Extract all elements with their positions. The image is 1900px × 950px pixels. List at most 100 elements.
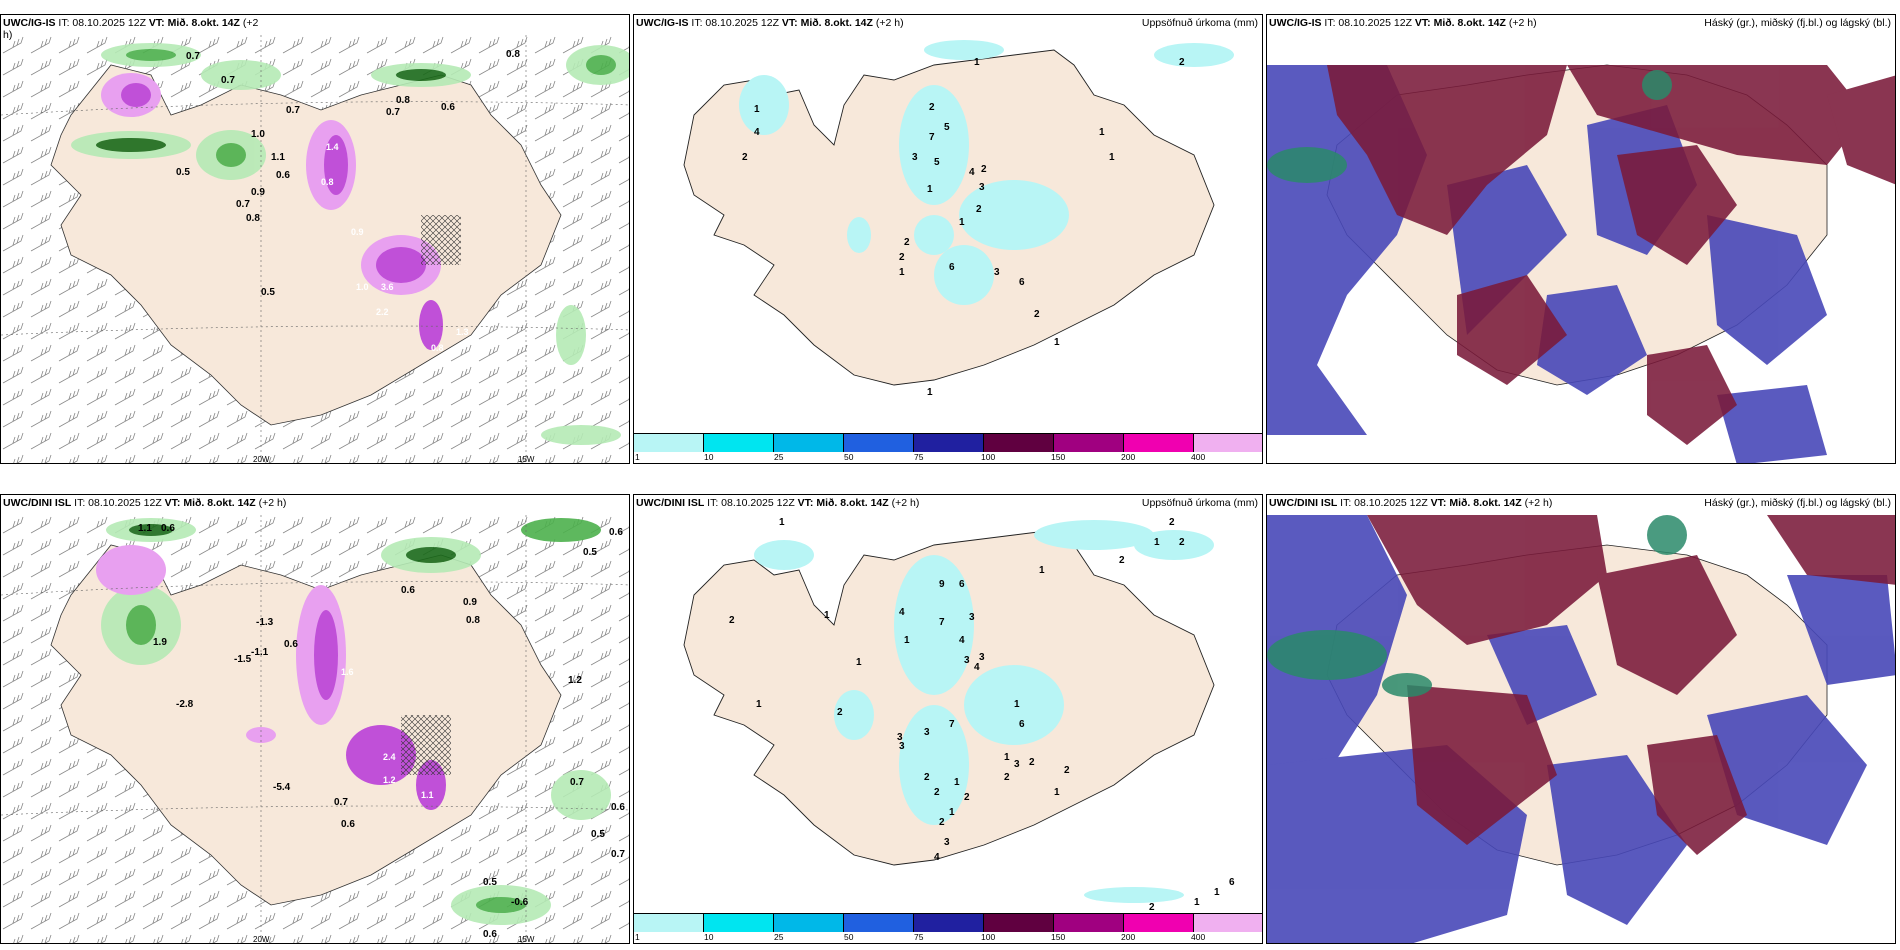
cb-cell — [984, 434, 1054, 452]
svg-text:1: 1 — [959, 217, 965, 228]
iceland-land — [683, 49, 1215, 386]
svg-text:-2.8: -2.8 — [176, 699, 194, 710]
svg-text:7: 7 — [929, 132, 935, 143]
svg-text:-0.6: -0.6 — [511, 897, 529, 908]
svg-text:0.5: 0.5 — [176, 167, 190, 178]
svg-text:0.6: 0.6 — [401, 585, 415, 596]
svg-text:1.1: 1.1 — [138, 523, 152, 534]
cloud-cover-map — [1267, 515, 1895, 943]
svg-text:1: 1 — [899, 267, 905, 278]
svg-text:3: 3 — [912, 152, 918, 163]
svg-text:2: 2 — [904, 237, 910, 248]
cb-cell — [704, 434, 774, 452]
cb-cell — [1054, 434, 1124, 452]
svg-text:0.6: 0.6 — [609, 527, 623, 538]
panel-bottom-right: UWC/DINI ISL IT: 08.10.2025 12Z VT: Mið.… — [1266, 494, 1896, 944]
cb-label: 200 — [1121, 452, 1136, 462]
svg-text:1: 1 — [756, 699, 762, 710]
svg-text:2: 2 — [976, 204, 982, 215]
svg-text:3: 3 — [897, 732, 903, 743]
svg-text:1: 1 — [824, 610, 830, 621]
svg-text:0.7: 0.7 — [334, 797, 348, 808]
svg-text:1: 1 — [1004, 752, 1010, 763]
value-labels: 0.7 0.7 0.7 0.7 1.0 0.8 1.1 0.6 0.9 0.7 … — [176, 49, 520, 353]
svg-text:1: 1 — [1099, 127, 1105, 138]
svg-text:1: 1 — [754, 104, 760, 115]
cb-cell — [984, 914, 1054, 932]
svg-text:2: 2 — [939, 817, 945, 828]
svg-text:0.9: 0.9 — [463, 597, 477, 608]
svg-text:1.2: 1.2 — [568, 675, 582, 686]
svg-text:4: 4 — [969, 167, 975, 178]
svg-text:2: 2 — [1034, 309, 1040, 320]
cb-label: 100 — [981, 452, 996, 462]
svg-text:2: 2 — [729, 615, 735, 626]
svg-text:4: 4 — [754, 127, 760, 138]
svg-text:0.8: 0.8 — [321, 177, 334, 187]
svg-text:2: 2 — [1179, 537, 1185, 548]
svg-text:1.4: 1.4 — [326, 142, 339, 152]
svg-text:2: 2 — [1004, 772, 1010, 783]
svg-text:3: 3 — [944, 837, 950, 848]
heavy-precip — [101, 73, 461, 350]
svg-text:0.5: 0.5 — [483, 877, 497, 888]
cloud-cover-map — [1267, 35, 1895, 463]
cb-cell — [844, 914, 914, 932]
cb-cell — [1124, 434, 1194, 452]
svg-text:0.9: 0.9 — [351, 227, 364, 237]
precip-accum-map: 2 1 1 1 4 7 5 2 3 5 4 2 3 2 1 2 1 6 3 6 … — [683, 40, 1234, 398]
cb-cell — [1194, 434, 1262, 452]
svg-text:6: 6 — [1019, 719, 1025, 730]
svg-text:2: 2 — [1119, 555, 1125, 566]
precip-areas — [754, 520, 1214, 903]
svg-text:1.3: 1.3 — [456, 327, 469, 337]
value-labels: 1 2 2 1 2 1 9 6 7 4 3 4 3 1 3 4 7 3 3 2 … — [729, 517, 1235, 913]
lon-label: 15W — [518, 935, 535, 944]
cb-cell — [774, 434, 844, 452]
svg-text:3.6: 3.6 — [381, 282, 394, 292]
svg-text:1.1: 1.1 — [271, 152, 285, 163]
cb-label: 25 — [774, 932, 784, 942]
svg-text:6: 6 — [1229, 877, 1235, 888]
panel-title: UWC/DINI ISL IT: 08.10.2025 12Z VT: Mið.… — [1269, 497, 1553, 509]
svg-text:6: 6 — [959, 579, 965, 590]
svg-text:5: 5 — [934, 157, 940, 168]
svg-text:2: 2 — [929, 102, 935, 113]
svg-text:2: 2 — [1149, 902, 1155, 913]
cb-label: 100 — [981, 932, 996, 942]
value-labels: 0.6 1.1 0.5 0.6 0.9 0.8 -1.3 -1.1 -1.5 0… — [138, 523, 625, 940]
svg-text:2: 2 — [742, 152, 748, 163]
svg-text:3: 3 — [979, 182, 985, 193]
cb-label: 200 — [1121, 932, 1136, 942]
svg-text:2: 2 — [1169, 517, 1175, 528]
svg-text:1: 1 — [1014, 699, 1020, 710]
svg-text:0.7: 0.7 — [611, 849, 625, 860]
cb-label: 1 — [635, 452, 640, 462]
colorbar-labels: 1 10 25 50 75 100 150 200 400 — [634, 452, 1262, 463]
svg-text:2: 2 — [924, 772, 930, 783]
svg-text:6: 6 — [949, 262, 955, 273]
precip-areas — [739, 40, 1234, 305]
cb-label: 75 — [914, 452, 924, 462]
svg-text:-1.1: -1.1 — [251, 647, 269, 658]
svg-text:1.0: 1.0 — [356, 282, 369, 292]
svg-text:2: 2 — [964, 792, 970, 803]
svg-text:6: 6 — [1019, 277, 1025, 288]
svg-text:-1.5: -1.5 — [234, 654, 252, 665]
svg-text:4: 4 — [934, 852, 940, 863]
svg-text:2: 2 — [1064, 765, 1070, 776]
svg-text:5: 5 — [944, 122, 950, 133]
svg-text:-1.3: -1.3 — [256, 617, 274, 628]
cloud-high — [1327, 65, 1895, 445]
svg-text:0.7: 0.7 — [186, 51, 200, 62]
lon-label: 20W — [253, 935, 270, 944]
svg-text:1: 1 — [1054, 337, 1060, 348]
cb-label: 150 — [1051, 932, 1066, 942]
svg-text:1: 1 — [779, 517, 785, 528]
cb-cell — [634, 434, 704, 452]
panel-top-mid: UWC/IG-IS IT: 08.10.2025 12Z VT: Mið. 8.… — [633, 14, 1263, 464]
panel-top-right: UWC/IG-IS IT: 08.10.2025 12Z VT: Mið. 8.… — [1266, 14, 1896, 464]
panel-right-title: Háský (gr.), miðský (fj.bl.) og lágský (… — [1704, 17, 1891, 29]
cb-label: 10 — [704, 452, 714, 462]
panel-title: UWC/IG-IS IT: 08.10.2025 12Z VT: Mið. 8.… — [1269, 17, 1537, 29]
